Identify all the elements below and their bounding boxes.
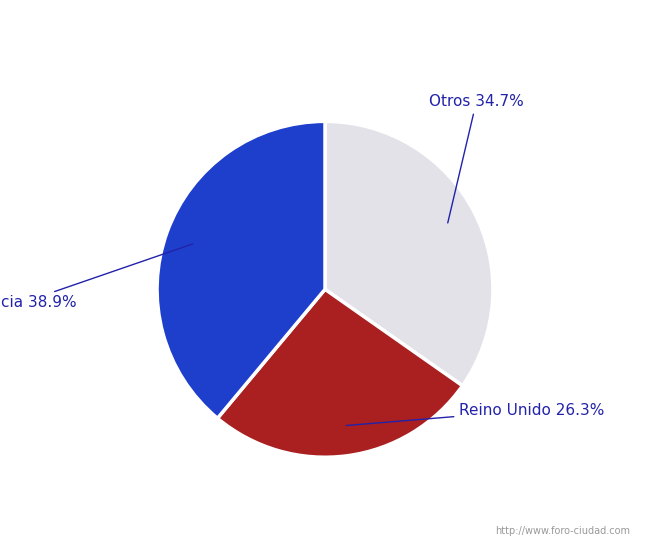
Text: Arnuero - Turistas extranjeros según país - Abril de 2024: Arnuero - Turistas extranjeros según paí…: [109, 10, 541, 27]
Wedge shape: [218, 289, 463, 457]
Wedge shape: [325, 122, 493, 386]
Text: http://www.foro-ciudad.com: http://www.foro-ciudad.com: [495, 526, 630, 536]
Text: Otros 34.7%: Otros 34.7%: [429, 94, 524, 223]
Wedge shape: [157, 122, 325, 419]
Text: Reino Unido 26.3%: Reino Unido 26.3%: [346, 403, 604, 426]
Text: Francia 38.9%: Francia 38.9%: [0, 244, 192, 310]
